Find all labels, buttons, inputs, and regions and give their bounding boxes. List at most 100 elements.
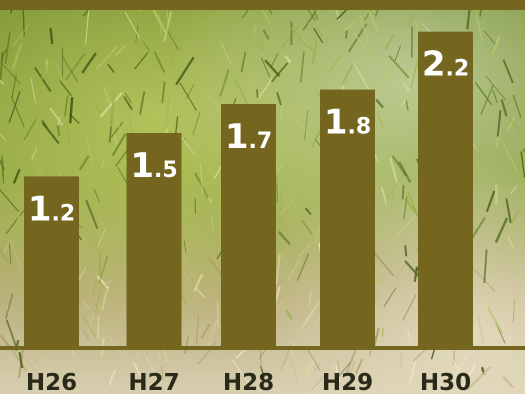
grass-blade <box>462 363 477 387</box>
grass-blade <box>354 358 364 374</box>
value-label-h27: 1.5 <box>130 146 177 186</box>
grass-blade <box>207 320 218 346</box>
grass-blade <box>4 120 12 132</box>
grass-blade <box>407 329 412 345</box>
grass-blade <box>195 287 206 299</box>
grass-blade <box>99 92 123 118</box>
grass-blade <box>497 334 514 354</box>
value-label-h26: 1.2 <box>28 189 75 229</box>
grass-blade <box>252 24 257 36</box>
grass-blade <box>344 346 358 377</box>
grass-blade <box>0 189 20 213</box>
grass-blade <box>485 75 507 101</box>
grass-blade <box>400 99 407 108</box>
grass-blade <box>373 327 380 346</box>
top-band <box>0 0 525 10</box>
grass-blade <box>350 360 356 373</box>
bar-h29 <box>320 89 375 350</box>
category-label-h27: H27 <box>128 370 179 394</box>
grass-blade <box>307 290 312 307</box>
grass-blade <box>187 17 209 40</box>
grass-blade <box>23 118 37 141</box>
grass-blade <box>12 168 21 184</box>
grass-blade <box>295 118 311 137</box>
grass-blade <box>466 365 492 391</box>
grass-blade <box>402 68 408 85</box>
grass-blade <box>5 210 25 235</box>
value-label-h28: 1.7 <box>225 117 272 157</box>
grass-blade <box>151 369 161 386</box>
grass-blade <box>94 281 105 313</box>
grass-blade <box>220 41 232 65</box>
grass-blade <box>0 51 4 81</box>
grass-blade <box>166 41 174 70</box>
grass-blade <box>386 171 406 200</box>
grass-blade <box>311 314 322 332</box>
grass-blade <box>383 287 397 308</box>
grass-blade <box>83 233 85 243</box>
category-label-h28: H28 <box>223 370 274 394</box>
grass-blade <box>82 329 90 340</box>
grass-blade <box>285 309 294 321</box>
grass-blade <box>491 18 511 43</box>
grass-blade <box>345 30 348 39</box>
grass-blade <box>195 314 200 346</box>
grass-blade <box>260 7 271 24</box>
grass-blade <box>109 93 116 127</box>
grass-blade <box>30 78 37 104</box>
grass-blade <box>30 147 38 162</box>
grass-blade <box>65 52 86 81</box>
grass-blade <box>302 359 316 380</box>
bar-h26 <box>24 176 79 350</box>
category-label-h30: H30 <box>420 370 471 394</box>
grass-blade <box>511 218 521 236</box>
grass-blade <box>508 117 522 134</box>
grass-blade <box>306 348 321 372</box>
grass-blade <box>279 189 283 221</box>
grass-blade <box>49 107 64 126</box>
grass-blade <box>352 61 370 90</box>
grass-blade <box>103 277 114 288</box>
grass-blade <box>186 286 199 318</box>
baseline <box>0 346 525 350</box>
grass-blade <box>389 191 395 213</box>
grass-blade <box>257 78 274 99</box>
grass-blade <box>384 34 395 50</box>
grass-blade <box>115 44 127 57</box>
grass-blade <box>153 51 166 73</box>
grass-blade <box>402 82 411 92</box>
grass-blade <box>18 352 24 369</box>
grass-blade <box>262 29 270 40</box>
grass-blade <box>192 111 201 136</box>
grass-blade <box>183 336 190 354</box>
grass-blade <box>110 121 124 138</box>
grass-blade <box>161 81 166 104</box>
grass-blade <box>219 69 230 97</box>
bar-h27 <box>126 133 182 350</box>
grass-blade <box>336 360 341 377</box>
grass-blade <box>474 82 493 106</box>
grass-blade <box>133 51 149 70</box>
grass-blade <box>98 255 109 284</box>
grass-blade <box>298 242 312 257</box>
category-label-h26: H26 <box>26 370 77 394</box>
grass-blade <box>216 301 220 328</box>
grass-blade <box>115 150 128 167</box>
grass-blade <box>81 52 97 74</box>
grass-blade <box>507 235 515 250</box>
grass-blade <box>334 365 341 383</box>
grass-blade <box>405 100 409 111</box>
grass-blade <box>495 128 502 148</box>
grass-blade <box>182 256 200 286</box>
grass-blade <box>270 53 279 68</box>
grass-blade <box>106 335 123 356</box>
grass-blade <box>278 197 297 217</box>
category-label-h29: H29 <box>322 370 373 394</box>
grass-blade <box>4 293 14 320</box>
grass-blade <box>124 92 133 104</box>
grass-blade <box>9 383 15 392</box>
grass-blade <box>86 135 94 166</box>
grass-blade <box>302 10 317 31</box>
grass-blade <box>85 10 90 45</box>
